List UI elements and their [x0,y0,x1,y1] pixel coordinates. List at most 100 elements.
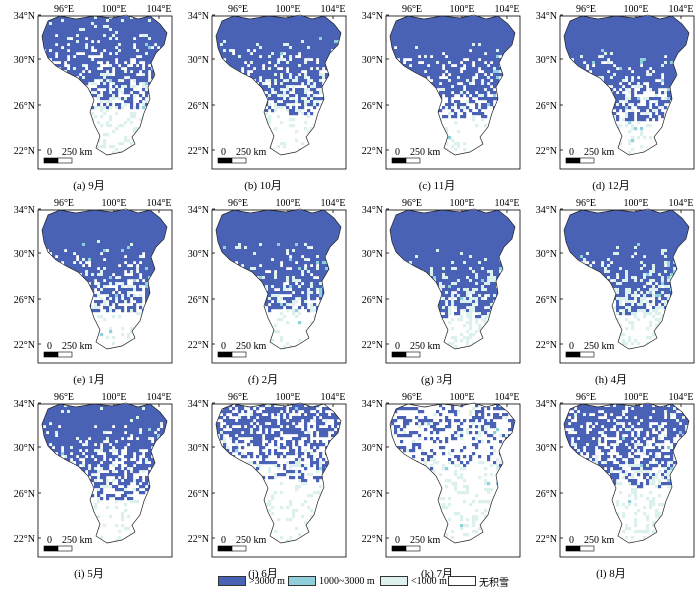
scale-distance-label: 250 km [584,147,615,158]
scale-zero-label: 0 [569,341,574,352]
latitude-tick-label: 26°N [188,489,209,500]
scale-zero-label: 0 [569,535,574,546]
map-panel: 96°E 100°E 104°E 34°N 30°N 26°N 22°N 0 250 km (k)… [352,390,522,582]
snow-cover-map: 96°E 100°E 104°E 34°N 30°N 26°N 22°N 0 250 km [362,198,521,364]
scale-distance-label: 250 km [410,535,441,546]
latitude-tick-label: 30°N [362,55,383,66]
longitude-tick-label: 100°E [275,4,300,15]
legend-label: 1000~3000 m [319,575,375,587]
longitude-tick-label: 96°E [576,4,596,15]
scale-zero-label: 0 [395,535,400,546]
longitude-tick-label: 100°E [449,4,474,15]
latitude-tick-label: 26°N [14,101,35,112]
map-panel: 96°E 100°E 104°E 34°N 30°N 26°N 22°N 0 250 km (l)… [526,390,696,582]
longitude-tick-label: 96°E [228,4,248,15]
panel-caption: (g) 3月 [420,374,454,386]
latitude-tick-label: 26°N [362,489,383,500]
longitude-tick-label: 96°E [402,4,422,15]
latitude-tick-label: 34°N [536,205,557,216]
scale-zero-label: 0 [221,341,226,352]
latitude-tick-label: 22°N [536,146,557,157]
longitude-tick-label: 96°E [54,4,74,15]
latitude-tick-label: 22°N [14,534,35,545]
map-panel: 96°E 100°E 104°E 34°N 30°N 26°N 22°N 0 250 km (j)… [178,390,348,582]
scale-zero-label: 0 [47,147,52,158]
panel-caption: (l) 8月 [596,568,626,580]
longitude-tick-label: 100°E [275,198,300,209]
latitude-tick-label: 30°N [14,249,35,260]
longitude-tick-label: 96°E [576,198,596,209]
legend-label: >3000 m [249,575,285,587]
latitude-tick-label: 26°N [14,295,35,306]
latitude-tick-label: 30°N [536,55,557,66]
scale-zero-label: 0 [47,341,52,352]
scale-bar: 0 250 km [391,535,441,552]
latitude-tick-label: 30°N [14,55,35,66]
map-panel: 96°E 100°E 104°E 34°N 30°N 26°N 22°N 0 250 km (f)… [178,196,348,388]
legend-swatch [448,576,476,586]
latitude-tick-label: 34°N [188,11,209,22]
latitude-tick-label: 26°N [362,295,383,306]
scale-bar: 0 250 km [217,147,267,164]
legend-swatch [288,576,316,586]
latitude-tick-label: 30°N [536,443,557,454]
longitude-tick-label: 100°E [449,198,474,209]
scale-bar: 0 250 km [565,535,615,552]
scale-distance-label: 250 km [62,535,93,546]
latitude-tick-label: 26°N [536,295,557,306]
latitude-tick-label: 30°N [14,443,35,454]
snow-cover-map: 96°E 100°E 104°E 34°N 30°N 26°N 22°N 0 250 km [536,4,695,170]
map-panel: 96°E 100°E 104°E 34°N 30°N 26°N 22°N 0 250 km (g)… [352,196,522,388]
latitude-tick-label: 22°N [536,534,557,545]
scale-bar: 0 250 km [43,147,93,164]
latitude-tick-label: 34°N [362,205,383,216]
longitude-tick-label: 104°E [494,4,519,15]
latitude-tick-label: 34°N [536,11,557,22]
longitude-tick-label: 100°E [623,392,648,403]
panel-caption: (d) 12月 [592,180,630,192]
scale-zero-label: 0 [395,341,400,352]
panel-caption: (a) 9月 [73,180,105,192]
latitude-tick-label: 34°N [362,399,383,410]
map-panel: 96°E 100°E 104°E 34°N 30°N 26°N 22°N 0 250 km (i)… [4,390,174,582]
latitude-tick-label: 22°N [362,146,383,157]
scale-zero-label: 0 [221,535,226,546]
longitude-tick-label: 104°E [146,392,171,403]
map-panel: 96°E 100°E 104°E 34°N 30°N 26°N 22°N 0 250 km (d)… [526,2,696,194]
longitude-tick-label: 104°E [320,392,345,403]
snow-cover-map: 96°E 100°E 104°E 34°N 30°N 26°N 22°N 0 250 km [536,392,695,558]
scale-distance-label: 250 km [410,341,441,352]
panel-caption: (h) 4月 [594,374,628,386]
panel-caption: (e) 1月 [73,374,105,386]
scale-distance-label: 250 km [62,147,93,158]
latitude-tick-label: 34°N [536,399,557,410]
latitude-tick-label: 26°N [14,489,35,500]
legend-item: 1000~3000 m [288,573,375,589]
latitude-tick-label: 30°N [362,249,383,260]
latitude-tick-label: 34°N [188,205,209,216]
scale-bar: 0 250 km [43,341,93,358]
scale-distance-label: 250 km [62,341,93,352]
longitude-tick-label: 100°E [275,392,300,403]
map-panel: 96°E 100°E 104°E 34°N 30°N 26°N 22°N 0 250 km (c)… [352,2,522,194]
longitude-tick-label: 100°E [449,392,474,403]
snow-cover-map: 96°E 100°E 104°E 34°N 30°N 26°N 22°N 0 250 km [188,4,347,170]
latitude-tick-label: 22°N [188,340,209,351]
longitude-tick-label: 96°E [54,392,74,403]
scale-bar: 0 250 km [391,341,441,358]
map-panel: 96°E 100°E 104°E 34°N 30°N 26°N 22°N 0 250 km (a)… [4,2,174,194]
latitude-tick-label: 34°N [362,11,383,22]
longitude-tick-label: 100°E [623,198,648,209]
longitude-tick-label: 104°E [320,4,345,15]
longitude-tick-label: 100°E [101,392,126,403]
snow-cover-map: 96°E 100°E 104°E 34°N 30°N 26°N 22°N 0 250 km [14,198,173,364]
longitude-tick-label: 100°E [623,4,648,15]
scale-bar: 0 250 km [217,341,267,358]
scale-bar: 0 250 km [565,341,615,358]
panel-caption: (c) 11月 [418,180,456,192]
snow-cover-map: 96°E 100°E 104°E 34°N 30°N 26°N 22°N 0 250 km [362,392,521,558]
legend-swatch [380,576,408,586]
scale-bar: 0 250 km [43,535,93,552]
longitude-tick-label: 100°E [101,4,126,15]
scale-distance-label: 250 km [236,535,267,546]
